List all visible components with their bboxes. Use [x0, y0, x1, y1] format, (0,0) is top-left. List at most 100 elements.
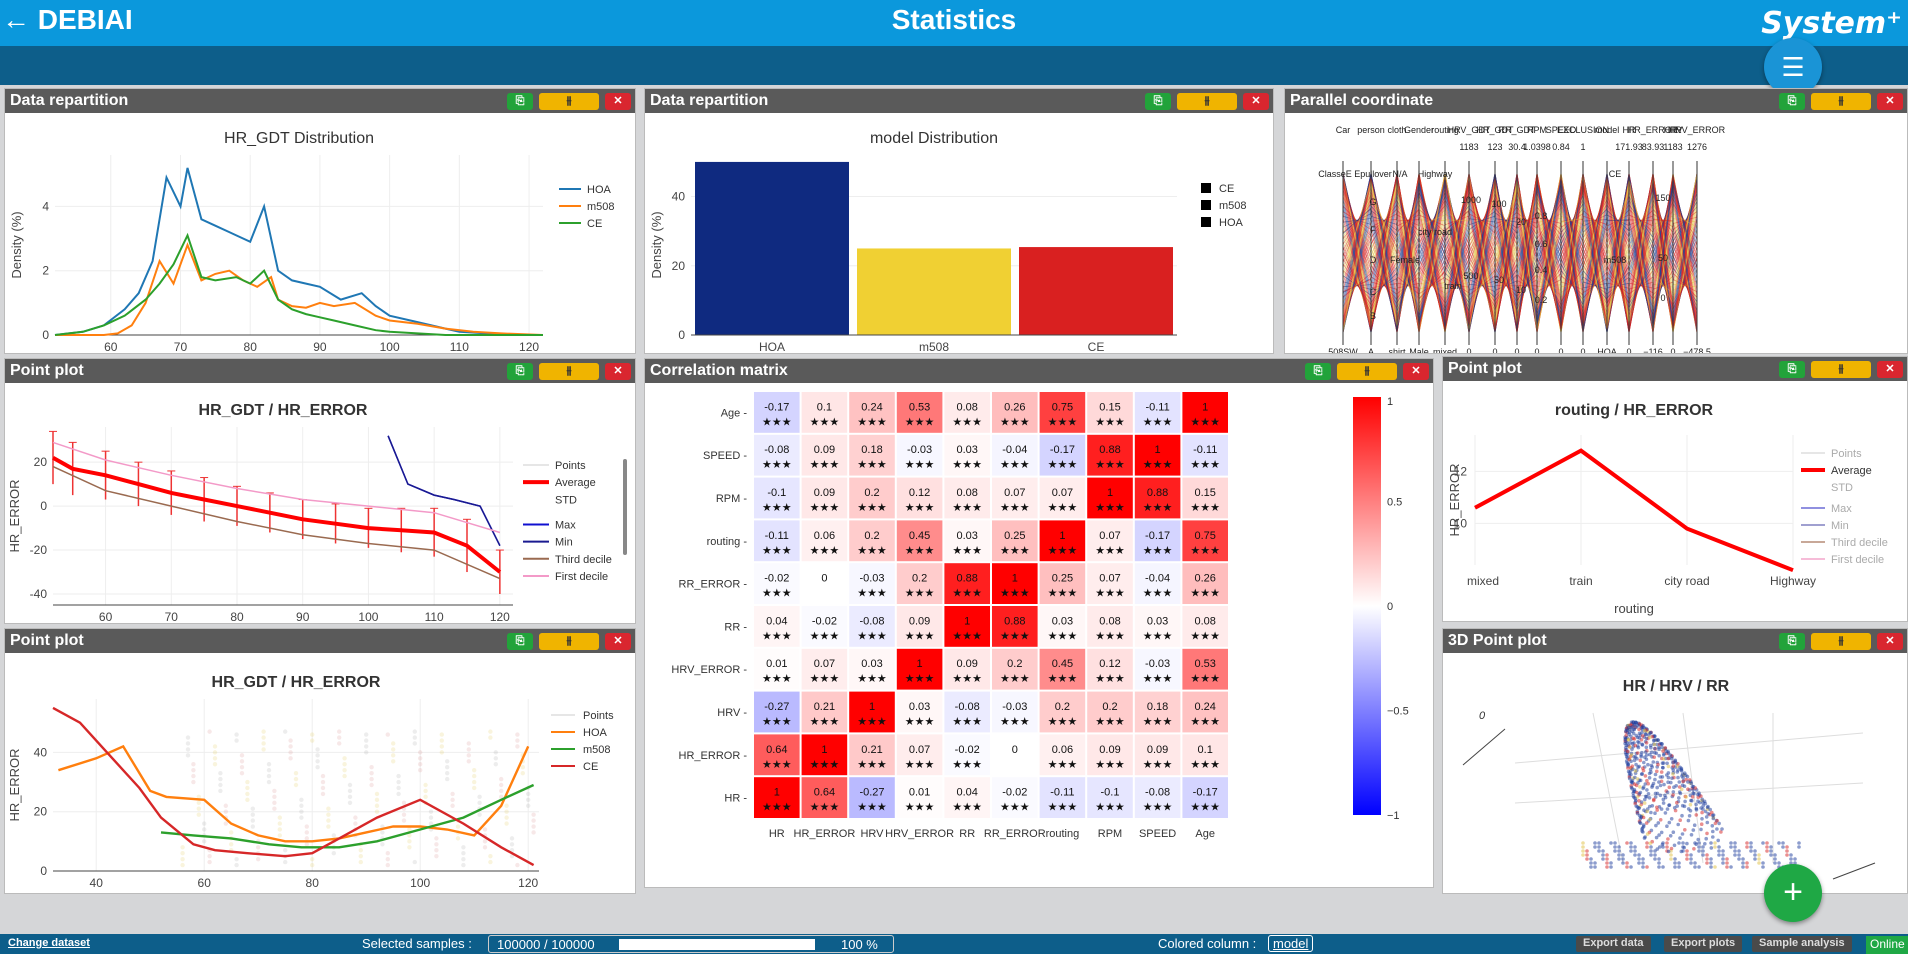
y-tick-label: 12	[1454, 464, 1468, 478]
back-to-debiai-link[interactable]: ← DEBIAI	[2, 4, 133, 35]
scatter-point	[515, 732, 520, 737]
hamburger-menu-icon[interactable]: ☰	[1764, 38, 1822, 96]
settings-icon[interactable]: ⫵	[1811, 93, 1871, 110]
matrix-cell	[1087, 777, 1133, 818]
3d-point	[1694, 842, 1698, 846]
3d-point	[1693, 865, 1697, 869]
axis-name: person	[1357, 125, 1385, 135]
matrix-cell	[1134, 434, 1181, 476]
matrix-cell	[944, 477, 990, 519]
3d-point	[1658, 741, 1662, 746]
cell-significance: ★★★	[952, 630, 982, 642]
point-plot-chart[interactable]: 60708090100110120-40-20020HR_GDTHR_ERROR…	[5, 383, 636, 624]
routing-point-plot-chart[interactable]: mixed train city road Highway 10 12 routing / …	[1443, 381, 1908, 622]
3d-point	[1705, 820, 1710, 825]
3d-point	[1669, 846, 1674, 851]
settings-icon[interactable]: ⫵	[1811, 633, 1871, 650]
settings-icon[interactable]: ⫵	[539, 93, 599, 110]
matrix-cell	[1039, 734, 1086, 776]
3d-point-plot-chart[interactable]: HR / HRV / RR 0	[1443, 653, 1908, 894]
3d-point	[1793, 857, 1797, 861]
widget-header[interactable]: Correlation matrix ⎘ ⫵ ✕	[645, 359, 1433, 383]
cell-value: 0.88	[1147, 487, 1168, 499]
copy-icon[interactable]: ⎘	[507, 633, 533, 650]
widget-header[interactable]: Data repartition ⎘ ⫵ ✕	[5, 89, 635, 113]
scatter-point	[202, 827, 207, 832]
close-icon[interactable]: ✕	[1403, 363, 1429, 380]
export-plots-button[interactable]: Export plots	[1664, 936, 1743, 952]
cell-value: 1	[774, 787, 780, 799]
cell-value: 0.64	[766, 744, 787, 756]
matrix-cell	[754, 392, 800, 433]
3d-point	[1673, 808, 1678, 813]
hr-gdt-distribution-chart[interactable]: 60708090100110120024HR_GDTDensity (%)HR_…	[5, 113, 636, 354]
x-tick-label: 120	[519, 340, 539, 354]
close-icon[interactable]: ✕	[1877, 93, 1903, 110]
matrix-cell	[992, 477, 1038, 519]
add-widget-button[interactable]: +	[1764, 864, 1822, 922]
copy-icon[interactable]: ⎘	[507, 93, 533, 110]
3d-point	[1667, 785, 1672, 790]
cell-significance: ★★★	[857, 588, 887, 600]
cell-significance: ★★★	[952, 673, 982, 685]
widget-header[interactable]: Point plot ⎘ ⫵ ✕	[5, 359, 635, 383]
cell-value: 0.06	[814, 530, 835, 542]
cell-value: 0.75	[1052, 401, 1073, 413]
3d-point	[1650, 765, 1654, 769]
scatter-point	[374, 797, 380, 803]
copy-icon[interactable]: ⎘	[1145, 93, 1171, 110]
matrix-cell	[896, 434, 943, 476]
cell-significance: ★★★	[857, 759, 887, 771]
export-data-button[interactable]: Export data	[1576, 936, 1651, 952]
matrix-cell	[1039, 434, 1086, 476]
close-icon[interactable]: ✕	[1877, 633, 1903, 650]
scatter-point	[261, 741, 266, 746]
widget-title: 3D Point plot	[1448, 632, 1547, 649]
copy-icon[interactable]: ⎘	[1305, 363, 1331, 380]
close-icon[interactable]: ✕	[605, 633, 631, 650]
settings-icon[interactable]: ⫵	[539, 633, 599, 650]
model-distribution-chart[interactable]: 02040HOAm508CEmodelDensity (%)model Dist…	[645, 113, 1274, 354]
scatter-point	[412, 735, 417, 740]
settings-icon[interactable]: ⫵	[1337, 363, 1397, 380]
3d-point	[1686, 787, 1690, 791]
3d-point	[1793, 861, 1797, 865]
3d-point	[1797, 845, 1801, 849]
series-line-m508	[160, 783, 535, 849]
settings-icon[interactable]: ⫵	[539, 363, 599, 380]
3d-point	[1677, 780, 1682, 784]
axis-tick-label: 0.6	[1535, 239, 1548, 249]
settings-icon[interactable]: ⫵	[1811, 361, 1871, 378]
widget-header[interactable]: Parallel coordinate ⎘ ⫵ ✕	[1285, 89, 1907, 113]
3d-point	[1617, 857, 1621, 861]
copy-icon[interactable]: ⎘	[1779, 633, 1805, 650]
scatter-point	[320, 791, 326, 797]
colored-column-selector[interactable]: model	[1268, 935, 1314, 952]
close-icon[interactable]: ✕	[1243, 93, 1269, 110]
scatter-point	[499, 794, 504, 800]
widget-header[interactable]: Point plot ⎘ ⫵ ✕	[5, 629, 635, 653]
correlation-matrix-chart[interactable]: -0.17 ★★★ 0.1 ★★★ 0.24 ★★★ 0.53 ★★★ 0.08 ★★★ 0.26 ★…	[645, 383, 1434, 888]
3d-point	[1644, 741, 1649, 745]
settings-icon[interactable]: ⫵	[1177, 93, 1237, 110]
series-line-average	[52, 456, 502, 574]
widget-header[interactable]: Data repartition ⎘ ⫵ ✕	[645, 89, 1273, 113]
3d-point	[1711, 813, 1715, 818]
widget-header[interactable]: 3D Point plot ⎘ ⫵ ✕	[1443, 629, 1907, 653]
matrix-cell	[801, 477, 848, 519]
copy-icon[interactable]: ⎘	[1779, 93, 1805, 110]
sample-analysis-button[interactable]: Sample analysis	[1752, 936, 1852, 952]
scatter-point	[315, 759, 320, 764]
copy-icon[interactable]: ⎘	[507, 363, 533, 380]
widget-header[interactable]: Point plot ⎘ ⫵ ✕	[1443, 357, 1907, 381]
selected-samples-box[interactable]: 100000 / 100000 100 %	[488, 935, 894, 953]
close-icon[interactable]: ✕	[605, 363, 631, 380]
axis-top-value: 1276	[1687, 142, 1707, 152]
copy-icon[interactable]: ⎘	[1779, 361, 1805, 378]
widget-3d-point-plot: 3D Point plot ⎘ ⫵ ✕ HR / HRV / RR 0	[1442, 628, 1908, 894]
change-dataset-link[interactable]: Change dataset	[8, 937, 90, 949]
close-icon[interactable]: ✕	[605, 93, 631, 110]
close-icon[interactable]: ✕	[1877, 361, 1903, 378]
